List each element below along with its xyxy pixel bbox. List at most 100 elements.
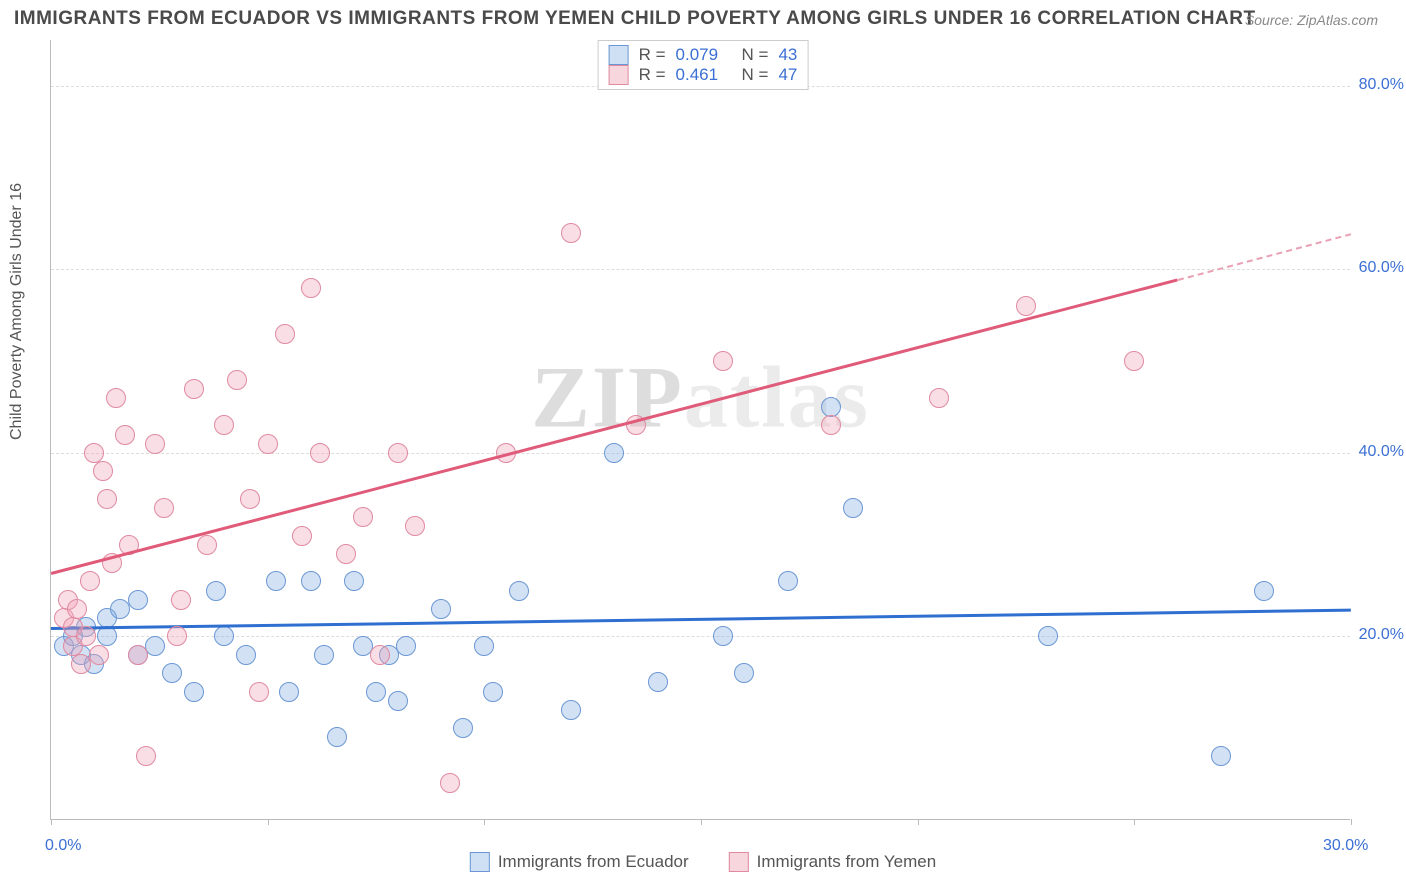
gridline [51,636,1350,637]
scatter-point-ecuador [162,663,182,683]
x-tick [701,819,702,825]
legend-label-ecuador: Immigrants from Ecuador [498,852,689,872]
scatter-point-yemen [89,645,109,665]
scatter-point-ecuador [713,626,733,646]
r-label: R = [639,65,666,85]
scatter-point-ecuador [128,590,148,610]
legend-swatch-yemen [609,65,629,85]
y-tick-label: 80.0% [1359,76,1404,94]
scatter-point-yemen [93,461,113,481]
bottom-legend-item-yemen: Immigrants from Yemen [729,852,937,872]
source-label: Source: ZipAtlas.com [1245,12,1378,28]
trend-line-dashed-yemen [1177,233,1351,281]
scatter-point-yemen [310,443,330,463]
scatter-point-yemen [214,415,234,435]
scatter-point-ecuador [366,682,386,702]
chart-title: IMMIGRANTS FROM ECUADOR VS IMMIGRANTS FR… [14,8,1256,30]
scatter-point-ecuador [509,581,529,601]
x-tick-label: 30.0% [1323,837,1368,855]
scatter-point-yemen [1016,296,1036,316]
scatter-point-ecuador [648,672,668,692]
scatter-point-yemen [336,544,356,564]
scatter-point-yemen [184,379,204,399]
trend-line-ecuador [51,609,1351,630]
x-tick [268,819,269,825]
scatter-point-ecuador [214,626,234,646]
x-tick [918,819,919,825]
scatter-point-yemen [713,351,733,371]
legend-swatch-ecuador [470,852,490,872]
n-value-yemen: 47 [778,65,797,85]
scatter-point-ecuador [206,581,226,601]
scatter-point-yemen [1124,351,1144,371]
scatter-point-ecuador [778,571,798,591]
x-tick-label: 0.0% [45,837,81,855]
stats-row-ecuador: R =0.079N =43 [609,45,798,65]
y-tick-label: 60.0% [1359,259,1404,277]
bottom-legend: Immigrants from Ecuador Immigrants from Y… [470,852,936,872]
scatter-point-ecuador [483,682,503,702]
scatter-point-yemen [171,590,191,610]
n-label: N = [742,45,769,65]
scatter-point-ecuador [1211,746,1231,766]
stats-row-yemen: R = 0.461 N = 47 [609,65,798,85]
scatter-point-yemen [115,425,135,445]
scatter-point-ecuador [843,498,863,518]
scatter-point-yemen [80,571,100,591]
scatter-point-yemen [227,370,247,390]
watermark-atlas: atlas [684,350,870,447]
scatter-point-yemen [154,498,174,518]
scatter-point-ecuador [1038,626,1058,646]
y-tick-label: 40.0% [1359,443,1404,461]
r-label: R = [639,45,666,65]
scatter-point-ecuador [327,727,347,747]
legend-swatch-ecuador [609,45,629,65]
scatter-point-ecuador [453,718,473,738]
scatter-point-ecuador [821,397,841,417]
n-label: N = [742,65,769,85]
scatter-point-yemen [84,443,104,463]
scatter-point-ecuador [145,636,165,656]
scatter-point-ecuador [734,663,754,683]
scatter-point-ecuador [396,636,416,656]
scatter-point-yemen [67,599,87,619]
legend-label-yemen: Immigrants from Yemen [757,852,937,872]
stats-legend: R =0.079N =43R =0.461N =47 [598,40,809,90]
bottom-legend-item-ecuador: Immigrants from Ecuador [470,852,689,872]
x-tick [1351,819,1352,825]
scatter-point-ecuador [314,645,334,665]
scatter-point-yemen [929,388,949,408]
scatter-point-ecuador [97,626,117,646]
scatter-point-yemen [71,654,91,674]
gridline [51,269,1350,270]
scatter-point-yemen [240,489,260,509]
scatter-point-ecuador [184,682,204,702]
y-tick-label: 20.0% [1359,626,1404,644]
y-axis-label: Child Poverty Among Girls Under 16 [8,183,26,440]
scatter-point-ecuador [266,571,286,591]
scatter-point-yemen [249,682,269,702]
scatter-point-ecuador [474,636,494,656]
scatter-point-yemen [821,415,841,435]
scatter-point-ecuador [431,599,451,619]
scatter-point-ecuador [561,700,581,720]
scatter-point-yemen [301,278,321,298]
scatter-point-ecuador [604,443,624,463]
scatter-point-yemen [167,626,187,646]
scatter-point-yemen [405,516,425,536]
scatter-point-yemen [561,223,581,243]
r-value-yemen: 0.461 [676,65,732,85]
x-tick [484,819,485,825]
scatter-point-yemen [275,324,295,344]
x-tick [51,819,52,825]
legend-swatch-yemen [729,852,749,872]
scatter-point-yemen [370,645,390,665]
r-value-ecuador: 0.079 [676,45,732,65]
plot-area: ZIPatlas 20.0%40.0%60.0%80.0%0.0%30.0% [50,40,1350,820]
scatter-point-ecuador [236,645,256,665]
scatter-point-ecuador [344,571,364,591]
scatter-point-yemen [136,746,156,766]
scatter-point-ecuador [279,682,299,702]
scatter-point-yemen [106,388,126,408]
scatter-point-yemen [440,773,460,793]
